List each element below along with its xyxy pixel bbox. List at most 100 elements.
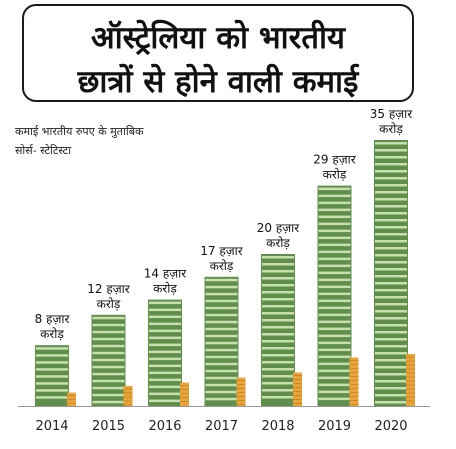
cash-band <box>149 378 181 382</box>
cash-band <box>92 323 125 327</box>
cash-band <box>375 261 407 264</box>
data-label-2018-line1: 20 हज़ार <box>257 221 300 235</box>
cash-band <box>375 177 407 180</box>
cash-band <box>92 372 125 376</box>
cash-band <box>149 343 181 347</box>
coin-stack-2020 <box>406 354 415 406</box>
cash-band <box>36 347 68 350</box>
cash-band <box>262 284 294 287</box>
title-box: ऑस्ट्रेलिया को भारतीय छात्रों से होने वा… <box>22 4 414 102</box>
cash-band <box>92 330 125 334</box>
cash-band <box>318 383 351 387</box>
cash-band <box>262 305 294 308</box>
cash-band <box>375 156 407 159</box>
cash-band <box>318 306 351 310</box>
cash-band <box>262 368 294 371</box>
data-label-2019-line1: 29 हज़ार <box>313 153 356 167</box>
cash-band <box>149 301 181 305</box>
cash-band <box>149 399 181 403</box>
cash-band <box>375 289 407 292</box>
cash-band <box>262 375 294 378</box>
x-tick-2019: 2019 <box>318 419 351 434</box>
cash-band <box>318 257 351 261</box>
bar-2019 <box>317 185 359 406</box>
cash-band <box>36 368 68 371</box>
cash-band <box>375 296 407 299</box>
cash-band <box>318 369 351 373</box>
cash-band <box>318 208 351 212</box>
data-label-2017-line2: करोड़ <box>210 259 234 273</box>
cash-band <box>375 310 407 313</box>
cash-band <box>149 392 181 396</box>
cash-band <box>375 205 407 208</box>
data-label-2018-line2: करोड़ <box>266 236 290 250</box>
cash-band <box>205 383 238 387</box>
cash-band <box>375 184 407 187</box>
cash-band <box>375 345 407 348</box>
cash-band <box>318 229 351 233</box>
cash-band <box>205 306 238 310</box>
cash-band <box>149 336 181 340</box>
source-note: सोर्स- स्टेटिस्टा <box>15 144 72 157</box>
x-tick-2014: 2014 <box>35 419 68 434</box>
cash-band <box>149 371 181 375</box>
cash-band <box>149 322 181 326</box>
bar-2017 <box>204 276 246 406</box>
cash-band <box>318 278 351 282</box>
x-tick-2015: 2015 <box>92 419 125 434</box>
cash-band <box>375 401 407 404</box>
cash-band <box>375 247 407 250</box>
cash-band <box>36 354 68 357</box>
cash-band <box>318 334 351 338</box>
cash-band <box>36 382 68 385</box>
cash-band <box>262 361 294 364</box>
cash-band <box>262 382 294 385</box>
cash-band <box>262 326 294 329</box>
cash-band <box>375 352 407 355</box>
cash-band <box>318 348 351 352</box>
coin-stack-2019 <box>349 357 359 406</box>
cash-band <box>375 324 407 327</box>
cash-band <box>318 285 351 289</box>
cash-band <box>375 380 407 383</box>
cash-band <box>318 320 351 324</box>
data-label-2020-line1: 35 हज़ार <box>370 107 413 121</box>
cash-band <box>149 329 181 333</box>
cash-band <box>318 215 351 219</box>
bar-2014 <box>35 345 76 406</box>
cash-band <box>375 268 407 271</box>
cash-band <box>318 194 351 198</box>
cash-band <box>375 275 407 278</box>
cash-band <box>318 355 351 359</box>
data-label-2019-line2: करोड़ <box>323 168 347 182</box>
cash-band <box>318 313 351 317</box>
cash-band <box>318 292 351 296</box>
cash-band <box>318 390 351 394</box>
cash-band <box>205 327 238 331</box>
x-tick-2018: 2018 <box>261 419 294 434</box>
cash-band <box>375 254 407 257</box>
cash-band <box>375 149 407 152</box>
cash-band <box>375 338 407 341</box>
cash-band <box>36 361 68 364</box>
cash-band <box>92 351 125 355</box>
data-label-2017-line1: 17 हज़ार <box>200 244 243 258</box>
x-tick-2020: 2020 <box>374 419 407 434</box>
cash-stack-2017 <box>204 276 239 406</box>
cash-band <box>318 271 351 275</box>
cash-band <box>205 369 238 373</box>
coin-stack-2016 <box>180 382 189 406</box>
bar-2015 <box>91 314 133 406</box>
cash-band <box>262 312 294 315</box>
data-label-2020-line2: करोड़ <box>379 122 403 136</box>
cash-band <box>205 313 238 317</box>
cash-band <box>92 316 125 320</box>
cash-band <box>375 366 407 369</box>
cash-band <box>375 226 407 229</box>
cash-band <box>375 170 407 173</box>
cash-band <box>92 400 125 404</box>
cash-band <box>205 278 238 282</box>
data-label-2016-line2: करोड़ <box>153 282 177 296</box>
cash-band <box>205 341 238 345</box>
